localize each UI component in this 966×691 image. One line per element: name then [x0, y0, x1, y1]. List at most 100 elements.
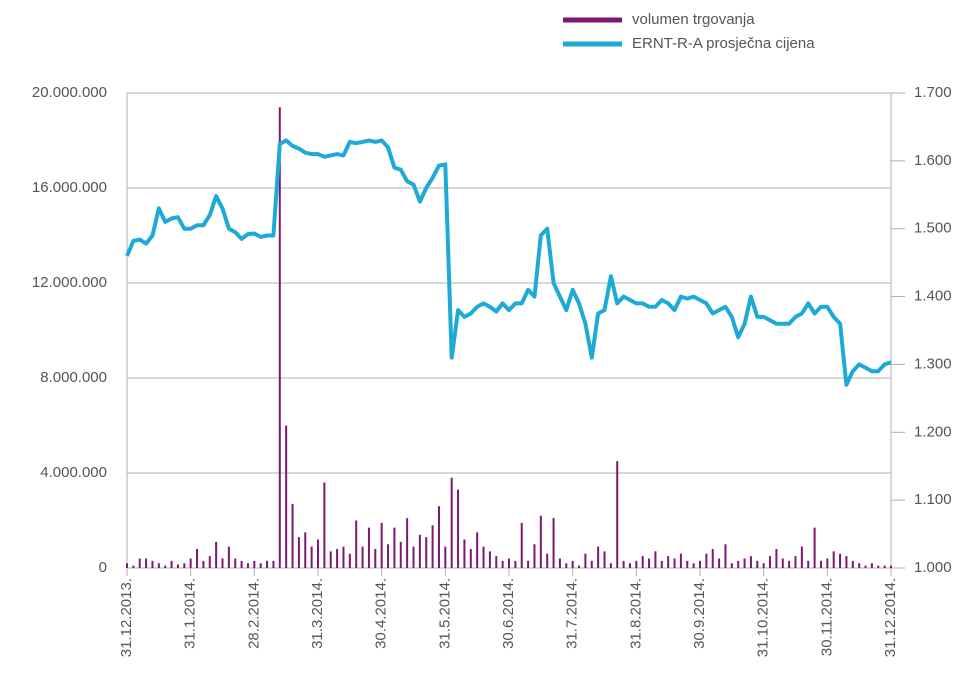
bar	[749, 556, 752, 568]
bar	[157, 563, 160, 568]
x-tick-label: 31.12.2014.	[882, 578, 899, 657]
bar	[800, 546, 803, 568]
bar	[463, 539, 466, 568]
bar	[756, 560, 759, 568]
bar	[514, 560, 517, 568]
bar	[813, 527, 816, 568]
bar	[819, 560, 822, 568]
bar	[457, 489, 460, 568]
bar	[628, 563, 631, 568]
bar	[380, 522, 383, 568]
bar	[807, 560, 810, 568]
bar	[151, 560, 154, 568]
bar	[762, 563, 765, 568]
bar	[278, 107, 281, 568]
bar	[839, 553, 842, 568]
y-tick-label: 0	[99, 559, 107, 576]
bar	[342, 546, 345, 568]
bar	[246, 563, 249, 568]
bar	[705, 553, 708, 568]
bar	[329, 551, 332, 568]
y-tick-label: 20.000.000	[32, 84, 107, 101]
x-tick-label: 31.8.2014.	[627, 578, 644, 649]
x-tick-label: 28.2.2014.	[245, 578, 262, 649]
bar	[418, 534, 421, 568]
bar	[488, 551, 491, 568]
bar	[527, 560, 530, 568]
x-tick-label: 31.3.2014.	[309, 578, 326, 649]
bar	[240, 560, 243, 568]
y2-tick-label: 1.400	[914, 288, 952, 305]
price-line	[125, 138, 892, 387]
bar	[450, 477, 453, 568]
bar	[883, 565, 886, 568]
x-tick-label: 30.6.2014.	[500, 578, 517, 649]
bar	[890, 565, 892, 568]
bar	[794, 556, 797, 568]
bar	[552, 518, 555, 568]
bar	[387, 544, 390, 568]
bar	[272, 560, 275, 568]
bar	[660, 560, 663, 568]
bar	[832, 551, 835, 568]
legend-label: volumen trgovanja	[632, 11, 755, 28]
x-tick-label: 31.12.2013.	[118, 578, 135, 657]
legend-label: ERNT-R-A prosječna cijena	[632, 35, 815, 52]
bar	[730, 563, 733, 568]
bar	[673, 558, 676, 568]
bar	[558, 558, 561, 568]
bar	[406, 518, 409, 568]
x-tick-label: 30.9.2014.	[691, 578, 708, 649]
bar	[291, 503, 294, 568]
bar	[145, 558, 148, 568]
y2-tick-label: 1.600	[914, 152, 952, 169]
x-tick-label: 31.5.2014.	[436, 578, 453, 649]
bar	[393, 527, 396, 568]
bar	[508, 558, 510, 568]
bar	[616, 461, 619, 568]
bar	[469, 549, 472, 568]
bar	[183, 563, 186, 568]
bar	[737, 560, 740, 568]
x-tick-label: 31.7.2014.	[564, 578, 581, 649]
bar	[851, 560, 854, 568]
bar	[679, 553, 682, 568]
bar	[686, 560, 689, 568]
x-tick-label: 30.4.2014.	[373, 578, 390, 649]
bar	[711, 549, 714, 568]
bar	[788, 560, 791, 568]
bar	[641, 556, 644, 568]
bar	[196, 549, 199, 568]
bar	[285, 425, 288, 568]
bar	[367, 527, 370, 568]
bar	[444, 546, 447, 568]
bar	[622, 560, 625, 568]
bar	[221, 558, 224, 568]
bar	[826, 558, 829, 568]
y2-tick-label: 1.300	[914, 355, 952, 372]
y2-tick-label: 1.000	[914, 559, 952, 576]
y-tick-label: 16.000.000	[32, 179, 107, 196]
bar	[635, 560, 638, 568]
bar	[769, 556, 772, 568]
bar	[845, 556, 848, 568]
bar	[584, 553, 587, 568]
bar	[266, 560, 269, 568]
bar	[476, 532, 479, 568]
bar	[189, 558, 192, 568]
bar	[578, 565, 581, 568]
bar	[138, 558, 141, 568]
y2-tick-label: 1.200	[914, 423, 952, 440]
bar	[870, 563, 873, 568]
bar	[348, 553, 351, 568]
bar	[355, 520, 358, 568]
bar	[317, 539, 319, 568]
y2-tick-label: 1.100	[914, 491, 952, 508]
y-tick-label: 4.000.000	[40, 464, 107, 481]
y2-tick-label: 1.500	[914, 220, 952, 237]
bar	[336, 549, 339, 568]
bar	[297, 537, 300, 568]
bar	[565, 563, 568, 568]
y-tick-label: 12.000.000	[32, 274, 107, 291]
